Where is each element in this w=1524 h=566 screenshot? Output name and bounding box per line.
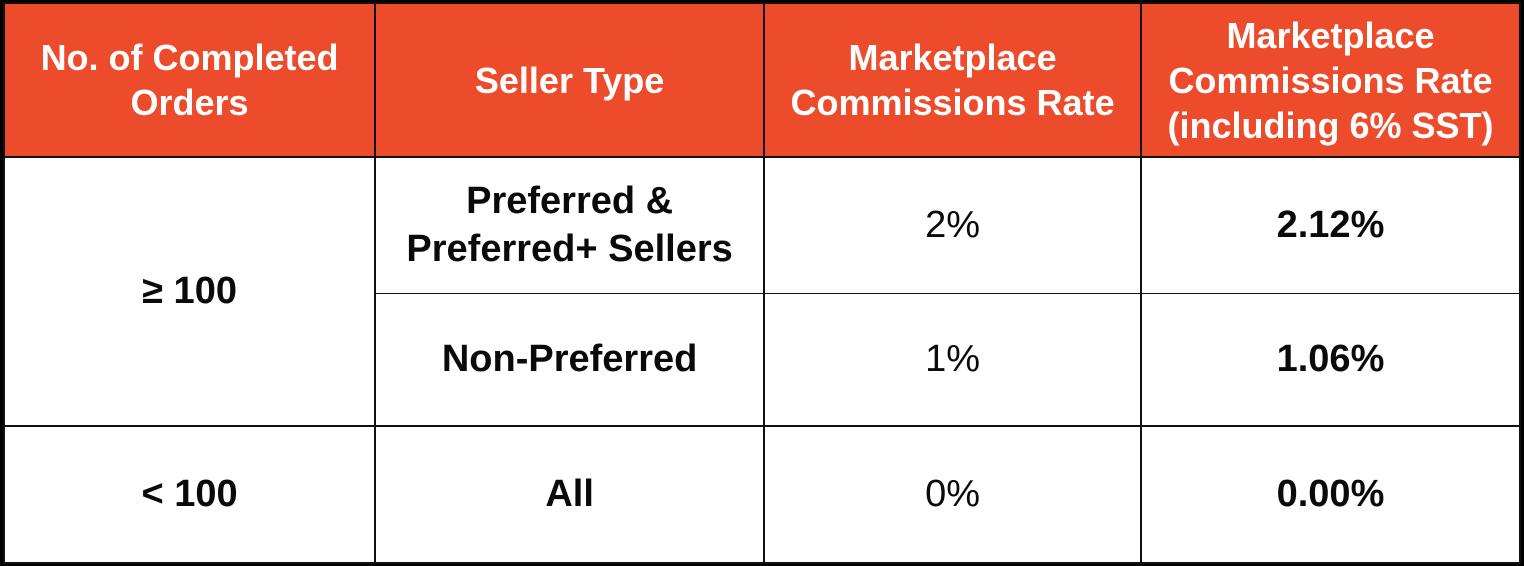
table-row-non-preferred: Non-Preferred 1% 1.06%: [4, 292, 1522, 427]
cell-rate-non-preferred: 1%: [763, 292, 1142, 427]
cell-rate-all: 0%: [763, 425, 1142, 564]
cell-orders-gte-100: ≥ 100: [2, 156, 377, 427]
table-row-below-100: < 100 All 0% 0.00%: [2, 425, 1522, 564]
cell-rate-sst-preferred: 2.12%: [1139, 156, 1522, 294]
cell-seller-type-all: All: [374, 425, 766, 564]
cell-seller-type-non-preferred: Non-Preferred: [374, 292, 766, 427]
header-commissions-rate: Marketplace Commissions Rate: [763, 2, 1142, 158]
header-commissions-rate-sst: Marketplace Commissions Rate (including …: [1139, 2, 1522, 158]
cell-orders-lt-100: < 100: [2, 425, 377, 564]
table-header: No. of Completed Orders Seller Type Mark…: [2, 2, 1522, 158]
table-body: ≥ 100 Preferred & Preferred+ Sellers 2% …: [2, 156, 1522, 564]
cell-seller-type-preferred: Preferred & Preferred+ Sellers: [374, 156, 766, 294]
header-completed-orders: No. of Completed Orders: [2, 2, 377, 158]
header-seller-type: Seller Type: [374, 2, 766, 158]
cell-rate-preferred: 2%: [763, 156, 1142, 294]
table-row-preferred: ≥ 100 Preferred & Preferred+ Sellers 2% …: [2, 156, 1522, 427]
cell-rate-sst-all: 0.00%: [1139, 425, 1522, 564]
header-row: No. of Completed Orders Seller Type Mark…: [2, 2, 1522, 158]
cell-rate-sst-non-preferred: 1.06%: [1139, 292, 1522, 427]
